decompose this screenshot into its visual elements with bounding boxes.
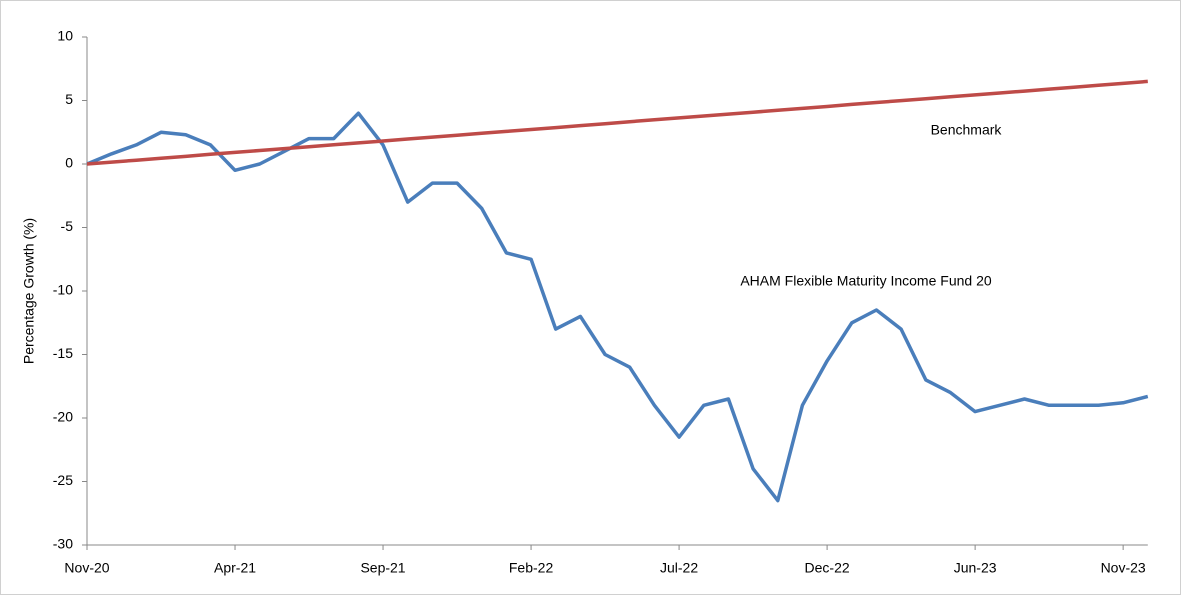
x-tick-label: Feb-22: [509, 560, 554, 576]
x-tick-label: Nov-23: [1101, 560, 1146, 576]
y-axis-title: Percentage Growth (%): [21, 218, 37, 364]
series-line: [86, 111, 1149, 503]
x-tick-label: Dec-22: [805, 560, 850, 576]
x-tick-label: Sep-21: [360, 560, 405, 576]
y-tick-label: 5: [65, 91, 73, 107]
y-tick-label: -15: [53, 345, 73, 361]
x-tick-label: Jul-22: [660, 560, 698, 576]
x-tick-label: Apr-21: [214, 560, 256, 576]
series-label: Benchmark: [931, 122, 1003, 138]
y-tick-label: -10: [53, 282, 73, 298]
y-tick-label: -20: [53, 409, 73, 425]
y-tick-label: 10: [57, 28, 73, 44]
y-tick-label: -30: [53, 536, 73, 552]
y-tick-label: 0: [65, 155, 73, 171]
y-tick-label: -5: [61, 218, 74, 234]
x-tick-label: Nov-20: [64, 560, 109, 576]
x-tick-label: Jun-23: [954, 560, 997, 576]
series-line: [86, 79, 1148, 166]
y-tick-label: -25: [53, 472, 73, 488]
series-label: AHAM Flexible Maturity Income Fund 20: [740, 273, 992, 289]
